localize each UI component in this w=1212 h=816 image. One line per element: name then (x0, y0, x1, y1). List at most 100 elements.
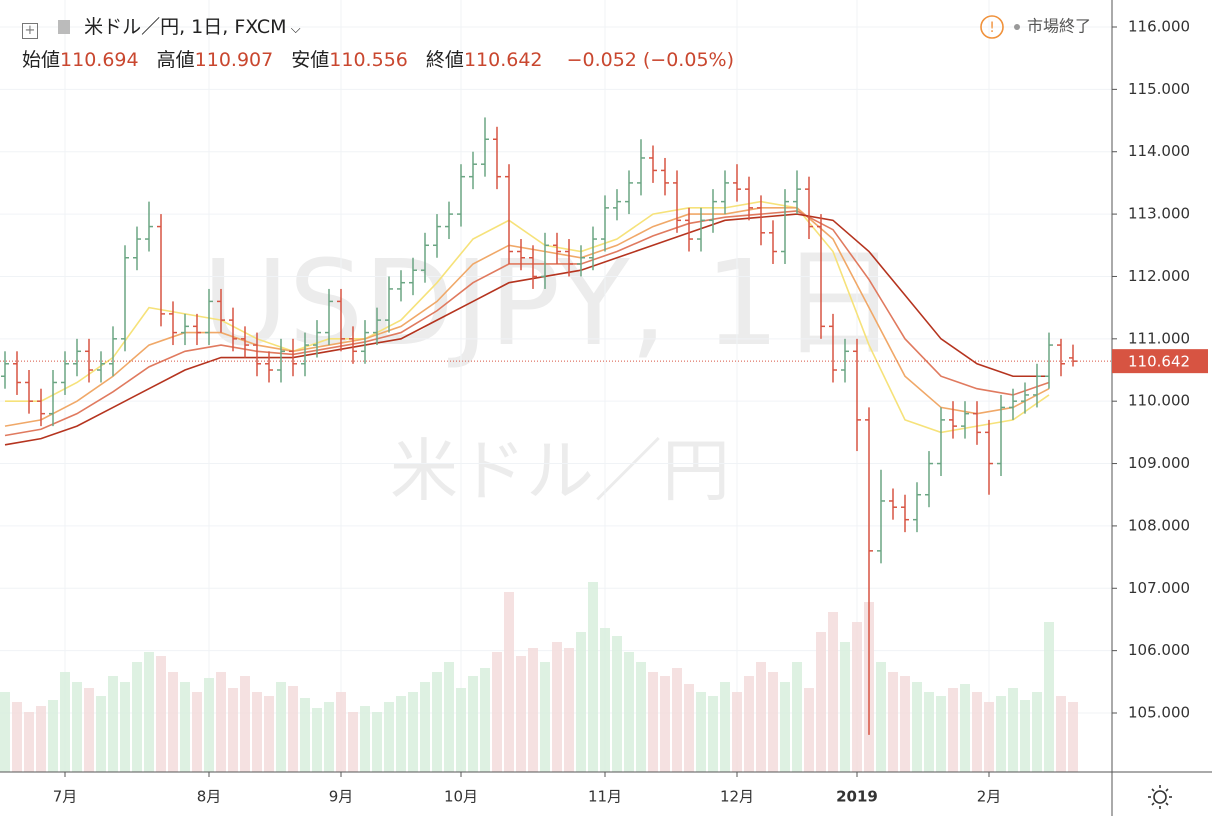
moving-average-line (4, 207, 1050, 427)
volume-bar (420, 682, 430, 772)
moving-averages (4, 200, 1050, 446)
volume-bar (12, 702, 22, 772)
volume-bar (732, 692, 742, 772)
volume-bar (924, 692, 934, 772)
volume-bar (540, 662, 550, 772)
volume-bar (948, 688, 958, 772)
moving-average-line (5, 200, 1050, 434)
volume-bar (1056, 696, 1066, 772)
volume-bar (468, 676, 478, 772)
volume-bar (648, 672, 658, 772)
volume-bar (888, 672, 898, 772)
volume-bar (936, 696, 946, 772)
volume-bar (288, 686, 298, 772)
volume-bar (612, 636, 622, 772)
volume-bar (852, 622, 862, 772)
volume-bar (792, 662, 802, 772)
volume-bar (816, 632, 826, 772)
open-label: 始値 (22, 49, 61, 71)
volume-bar (240, 676, 250, 772)
volume-bar (984, 702, 994, 772)
last-price-tag (1112, 349, 1208, 374)
volume-bar (624, 652, 634, 772)
dropdown-caret[interactable]: ⌵ (286, 22, 301, 37)
volume-bar (996, 696, 1006, 772)
volume-bar (132, 662, 142, 772)
y-tick-label: 116.000 (1128, 18, 1190, 36)
volume-bar (396, 696, 406, 772)
volume-bar (1068, 702, 1078, 772)
volume-bar (96, 696, 106, 772)
volume-bar (576, 632, 586, 772)
header-line-2: 始値110.694 高値110.907 安値110.556 終値110.642 … (22, 45, 746, 76)
volume-bar (504, 592, 514, 772)
volume-bar (156, 656, 166, 772)
volume-bar (708, 696, 718, 772)
expand-icon[interactable]: + (22, 23, 38, 39)
price-bars (1, 117, 1077, 735)
legend-header: + 米ドル／円, 1日, FXCM ⌵ 始値110.694 高値110.907 … (22, 12, 746, 76)
high-label: 高値 (156, 49, 195, 71)
x-tick-label: 2019 (836, 788, 878, 806)
volume-bar (564, 648, 574, 772)
y-tick-label: 107.000 (1128, 579, 1190, 597)
volume-bar (768, 672, 778, 772)
x-tick-label: 10月 (444, 788, 478, 806)
volume-bar (1020, 700, 1030, 772)
x-tick-label: 8月 (197, 788, 222, 806)
y-tick-label: 109.000 (1128, 454, 1190, 472)
close-value: 110.642 (463, 49, 543, 71)
x-tick-label: 9月 (329, 788, 354, 806)
volume-bar (672, 668, 682, 772)
watermark: USDJPY, 1日 米ドル／円 (202, 234, 898, 511)
last-price-label: 110.642 (1128, 353, 1190, 371)
x-tick-label: 7月 (53, 788, 78, 806)
volume-bar (684, 684, 694, 772)
moving-average-line (4, 210, 1050, 437)
volume-bar (600, 628, 610, 772)
volume-bar (840, 642, 850, 772)
chart-title[interactable]: 米ドル／円, 1日, FXCM (84, 16, 287, 38)
volume-bar (780, 682, 790, 772)
volume-bar (828, 612, 838, 772)
volume-bar (108, 676, 118, 772)
volume-bar (900, 676, 910, 772)
y-tick-label: 108.000 (1128, 516, 1190, 534)
volume-bar (492, 652, 502, 772)
market-status: 市場終了 (1027, 17, 1091, 36)
volume-bar (1044, 622, 1054, 772)
header-line-1: + 米ドル／円, 1日, FXCM ⌵ (22, 12, 746, 45)
volume-bar (912, 682, 922, 772)
volume-bar (300, 698, 310, 772)
volume-bar (408, 692, 418, 772)
volume-bar (60, 672, 70, 772)
volume-bar (516, 656, 526, 772)
y-tick-label: 114.000 (1128, 142, 1190, 160)
volume-bar (84, 688, 94, 772)
volume-bar (348, 712, 358, 772)
moving-average-line (4, 213, 1049, 446)
y-tick-label: 111.000 (1128, 329, 1190, 347)
volume-bar (876, 662, 886, 772)
volume-bar (528, 648, 538, 772)
volume-bar (336, 692, 346, 772)
volume-bar (384, 702, 394, 772)
volume-bar (372, 712, 382, 772)
volume-bar (0, 692, 10, 772)
volume-bar (36, 706, 46, 772)
volume-bar (180, 682, 190, 772)
watermark-name: 米ドル／円 (390, 433, 730, 512)
alert-icon[interactable] (980, 15, 1004, 39)
volume-bar (432, 672, 442, 772)
x-tick-label: 12月 (720, 788, 754, 806)
volume-bar (144, 652, 154, 772)
volume-bar (972, 692, 982, 772)
volume-bar (204, 678, 214, 772)
grid (0, 0, 1112, 772)
change-percent: (−0.05%) (642, 49, 734, 71)
volume-bar (456, 688, 466, 772)
symbol-icon (58, 20, 71, 34)
volume-bar (312, 708, 322, 772)
settings-icon[interactable] (1148, 785, 1172, 809)
